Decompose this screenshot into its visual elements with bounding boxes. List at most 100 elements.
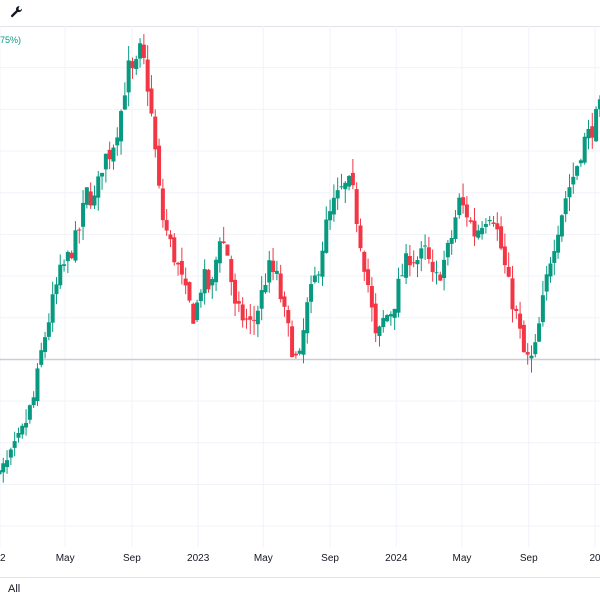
candle-body xyxy=(115,137,120,146)
x-tick-label: 22 xyxy=(0,553,6,564)
candle-body xyxy=(597,99,600,110)
candle-body xyxy=(392,308,397,318)
candle-body xyxy=(301,330,306,355)
candle-body xyxy=(419,248,424,259)
candle-body xyxy=(176,262,181,265)
candle-body xyxy=(206,269,211,290)
candle-body xyxy=(160,188,165,221)
candle-body xyxy=(20,425,25,435)
candle-body xyxy=(464,204,469,218)
candle-body xyxy=(77,229,82,231)
candle-body xyxy=(119,111,124,142)
candle-body xyxy=(39,350,44,365)
candle-body xyxy=(252,319,257,321)
candle-body xyxy=(335,190,340,199)
candle-body xyxy=(309,284,314,302)
candle-body xyxy=(274,270,279,274)
candle-body xyxy=(404,253,409,278)
candle-body xyxy=(563,198,568,215)
candle-body xyxy=(347,176,352,187)
candle-body xyxy=(567,187,572,198)
candle-body xyxy=(582,136,587,163)
candle-body xyxy=(248,316,253,320)
candle-body xyxy=(328,211,333,221)
candle-body xyxy=(324,219,329,253)
candle-body xyxy=(217,241,222,264)
candle-body xyxy=(320,250,325,277)
chart-toolbar xyxy=(0,0,600,27)
candle-body xyxy=(510,278,515,310)
candle-body xyxy=(331,197,336,215)
candle-body xyxy=(339,186,344,188)
candle-body xyxy=(126,60,131,93)
wrench-icon[interactable] xyxy=(10,5,24,19)
candle-body xyxy=(400,275,405,277)
x-tick-label: 2024 xyxy=(385,553,408,564)
candle-body xyxy=(214,259,219,283)
price-change-label: 75%) xyxy=(0,35,22,45)
candle-body xyxy=(62,264,67,266)
candle-body xyxy=(480,228,485,235)
candlestick-chart[interactable]: 22 May Sep 2023 May Sep 2024 May Sep 20 xyxy=(0,26,600,577)
candle-body xyxy=(293,353,298,356)
candle-body xyxy=(578,160,583,164)
candle-body xyxy=(233,279,238,304)
candle-body xyxy=(187,282,192,301)
candle-body xyxy=(506,266,511,277)
candle-body xyxy=(457,197,462,216)
candle-body xyxy=(286,310,291,324)
candle-body xyxy=(225,244,230,256)
candle-body xyxy=(27,405,32,420)
candle-body xyxy=(537,323,542,342)
candle-body xyxy=(350,172,355,186)
candle-body xyxy=(373,303,378,334)
candle-body xyxy=(366,269,371,286)
candle-body xyxy=(191,303,196,324)
candle-body xyxy=(483,224,488,227)
candle-body xyxy=(434,272,439,274)
candle-body xyxy=(263,284,268,293)
candle-body xyxy=(111,147,116,162)
candle-body xyxy=(423,245,428,247)
candle-body xyxy=(35,368,40,402)
candle-body xyxy=(590,126,595,138)
candle-body xyxy=(73,230,78,261)
x-tick-label: May xyxy=(56,553,75,564)
candle-body xyxy=(153,116,158,150)
candle-body xyxy=(43,337,48,352)
candle-body xyxy=(518,313,523,329)
candle-body xyxy=(271,260,276,272)
candle-body xyxy=(236,301,241,304)
candle-body xyxy=(88,191,93,206)
candle-body xyxy=(502,246,507,266)
candle-body xyxy=(396,278,401,313)
candle-body xyxy=(540,295,545,323)
candle-body xyxy=(65,252,70,262)
candle-body xyxy=(411,262,416,264)
candle-body xyxy=(369,286,374,308)
candle-body xyxy=(343,182,348,190)
candle-body xyxy=(16,433,21,438)
candle-body xyxy=(195,302,200,321)
candle-body xyxy=(84,187,89,205)
candle-body xyxy=(521,324,526,353)
candle-body xyxy=(476,230,481,238)
candle-body xyxy=(586,128,591,139)
candle-body xyxy=(556,234,561,253)
candle-body xyxy=(407,256,412,266)
candle-body xyxy=(130,61,135,69)
candle-body xyxy=(141,44,146,58)
candle-body xyxy=(172,237,177,263)
candle-body xyxy=(107,149,112,160)
candle-body xyxy=(229,259,234,283)
candle-body xyxy=(468,220,473,222)
candle-body xyxy=(594,109,599,142)
candle-body xyxy=(461,197,466,206)
candle-body xyxy=(472,220,477,237)
candle-body xyxy=(529,355,534,359)
range-all-button[interactable]: All xyxy=(8,583,21,595)
x-tick-label: Sep xyxy=(321,553,339,564)
candle-body xyxy=(122,95,127,110)
candle-body xyxy=(453,217,458,239)
candle-body xyxy=(157,145,162,186)
